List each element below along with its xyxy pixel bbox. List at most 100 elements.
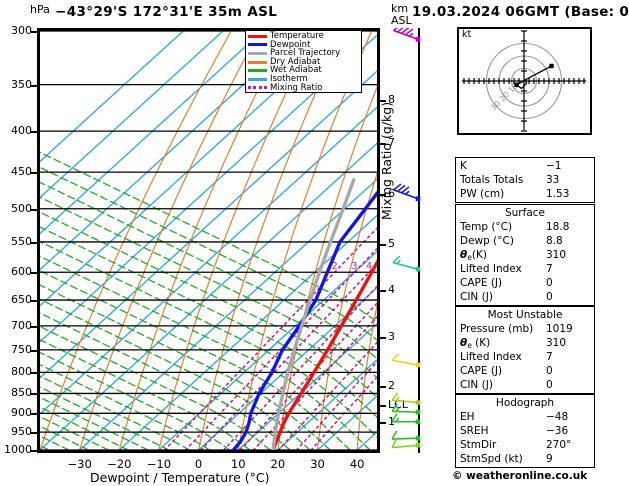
surface-indices-table: Surface Temp (°C) 18.8 Dewp (°C) 8.8 θe(K) 310… — [455, 204, 595, 306]
legend-label: Temperature — [270, 31, 324, 41]
height-asl-label: ASL — [391, 14, 412, 27]
pressure-tick — [30, 432, 38, 435]
series-parcel-trajectory — [271, 178, 356, 450]
series-temperature — [271, 259, 377, 450]
pressure-tick — [30, 349, 38, 352]
temperature-tick-label: −30 — [67, 457, 92, 471]
pressure-tick-label: 300 — [11, 24, 32, 37]
lcl-tick — [379, 405, 386, 407]
height-tick — [379, 244, 386, 246]
pressure-tick — [30, 208, 38, 211]
temperature-tick-label: −20 — [107, 457, 132, 471]
pressure-tick — [30, 372, 38, 375]
table-value: 1.53 — [546, 188, 570, 200]
legend-swatch — [248, 51, 267, 55]
temperature-tick-label: 20 — [270, 457, 286, 471]
table-key: EH — [460, 411, 475, 423]
legend-item: Mixing Ratio — [248, 82, 359, 93]
pressure-tick-label: 500 — [11, 201, 32, 215]
table-value: 1019 — [546, 323, 573, 335]
pressure-tick — [30, 172, 38, 175]
wind-barb — [391, 413, 421, 425]
pressure-tick — [30, 300, 38, 303]
legend-label: Isotherm — [270, 73, 308, 84]
pressure-tick-label: 1000 — [4, 443, 32, 456]
wind-barb — [391, 352, 421, 368]
table-key: θe (K) — [460, 336, 491, 350]
wind-barb — [391, 403, 421, 415]
height-tick — [379, 194, 386, 196]
legend-swatch — [248, 86, 267, 90]
table-key: θe(K) — [460, 248, 487, 262]
pressure-tick-label: 800 — [11, 365, 32, 379]
table-key: SREH — [460, 425, 489, 437]
legend-label: Parcel Trajectory — [270, 48, 341, 59]
table-key: CAPE (J) — [460, 365, 503, 377]
legend-item: Parcel Trajectory — [248, 49, 359, 58]
pressure-tick-label: 850 — [11, 386, 32, 400]
wind-barb — [393, 28, 421, 42]
general-indices-table: K −1 Totals Totals 33 PW (cm) 1.53 — [455, 157, 595, 203]
table-value: 310 — [546, 249, 567, 261]
table-value: 9 — [546, 453, 553, 465]
hodograph-unit-label: kt — [462, 29, 472, 40]
legend-item: Isotherm — [248, 75, 359, 84]
table-key: Lifted Index — [460, 263, 522, 275]
table-value: 7 — [546, 263, 553, 275]
table-title: Most Unstable — [487, 309, 563, 321]
wind-barb — [392, 255, 421, 272]
temperature-tick-label: 10 — [230, 457, 246, 471]
table-key: CIN (J) — [460, 291, 493, 303]
table-value: 33 — [546, 174, 560, 186]
pressure-tick-label: 950 — [11, 425, 32, 439]
legend-item: Temperature — [248, 32, 359, 41]
temperature-tick-label: 0 — [194, 457, 203, 471]
height-tick — [379, 100, 386, 102]
datetime-title: 19.03.2024 06GMT (Base: 06) — [412, 4, 629, 20]
table-row: Pressure (mb) 1019 — [456, 322, 594, 336]
table-row: StmSpd (kt) 9 — [456, 452, 594, 466]
pressure-tick — [30, 31, 38, 33]
table-key: StmDir — [460, 439, 497, 451]
table-row: CIN (J) 0 — [456, 290, 594, 304]
temperature-tick-label: 30 — [310, 457, 325, 471]
height-tick-label: 2 — [388, 379, 395, 392]
pressure-tick-label: 700 — [11, 318, 32, 332]
pressure-tick — [30, 393, 38, 396]
legend-swatch — [248, 69, 267, 73]
series-dewpoint — [231, 190, 377, 450]
most-unstable-table: Most Unstable Pressure (mb) 1019 θe (K) 310 L… — [455, 306, 595, 394]
copyright-label: © weatheronline.co.uk — [452, 470, 588, 482]
wind-barb — [393, 183, 421, 202]
table-row: CIN (J) 0 — [456, 378, 594, 392]
pressure-tick-label: 600 — [11, 265, 32, 279]
mixing-ratio-label: 3 — [352, 261, 358, 272]
table-row: θe(K) 310 — [456, 248, 594, 262]
table-value: 18.8 — [546, 221, 570, 233]
table-row: Temp (°C) 18.8 — [456, 220, 594, 234]
legend-swatch — [248, 43, 267, 47]
mixing-ratio-label: 4 — [366, 261, 372, 272]
skewt-chart[interactable]: 2346810152025 — [37, 28, 380, 453]
pressure-tick — [30, 325, 38, 328]
hodograph-trace — [515, 65, 552, 90]
table-key: CIN (J) — [460, 379, 493, 391]
table-row: EH −48 — [456, 410, 594, 424]
page-title: −43°29'S 172°31'E 35m ASL — [55, 4, 278, 20]
height-tick — [379, 386, 386, 388]
legend-label: Mixing Ratio — [270, 82, 323, 93]
table-key: CAPE (J) — [460, 277, 503, 289]
table-row: K −1 — [456, 159, 594, 173]
legend-label: Dewpoint — [270, 39, 311, 50]
hodograph[interactable]: kt 10 20 30 — [457, 27, 592, 135]
table-key: PW (cm) — [460, 188, 505, 200]
table-value: −48 — [546, 411, 569, 423]
table-row: Lifted Index 7 — [456, 350, 594, 364]
table-value: 0 — [546, 379, 553, 391]
wind-barb — [391, 438, 421, 449]
pressure-tick — [30, 241, 38, 244]
table-value: 310 — [546, 337, 567, 349]
hodograph-point — [549, 63, 554, 69]
pressure-tick-label: 350 — [11, 77, 32, 91]
table-row: Totals Totals 33 — [456, 173, 594, 187]
